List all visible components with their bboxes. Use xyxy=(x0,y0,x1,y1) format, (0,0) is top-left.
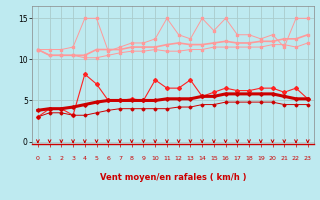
X-axis label: Vent moyen/en rafales ( km/h ): Vent moyen/en rafales ( km/h ) xyxy=(100,173,246,182)
